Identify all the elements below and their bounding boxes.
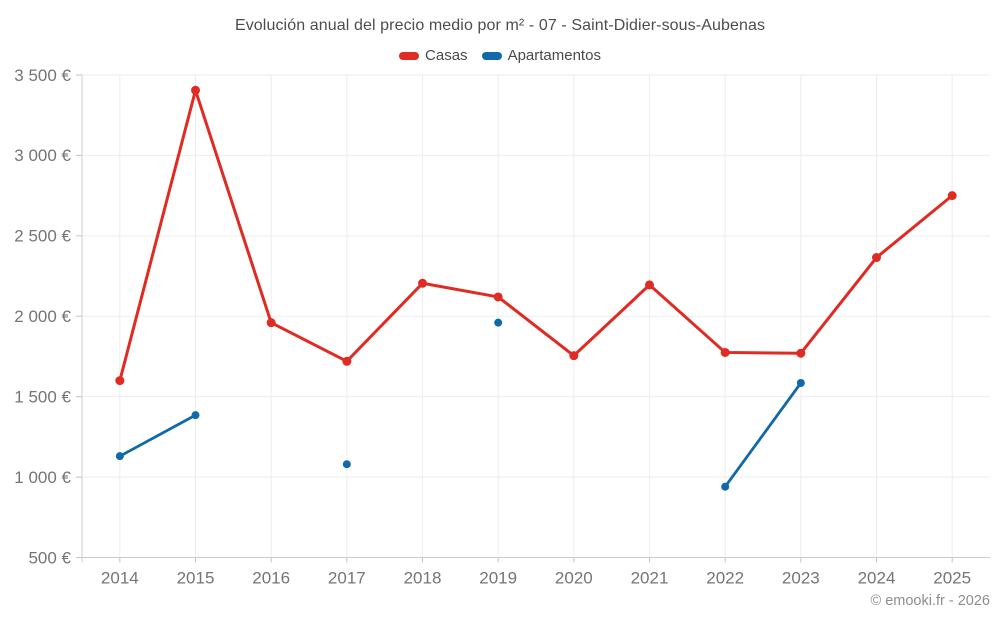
svg-text:2020: 2020 [555,569,593,588]
svg-text:2022: 2022 [706,569,744,588]
svg-text:2017: 2017 [328,569,366,588]
svg-text:2016: 2016 [252,569,290,588]
legend-label-apartamentos: Apartamentos [507,47,601,64]
svg-text:2018: 2018 [404,569,442,588]
svg-text:2015: 2015 [177,569,215,588]
svg-text:3 500 €: 3 500 € [14,66,71,85]
svg-text:3 000 €: 3 000 € [14,146,71,165]
svg-text:1 500 €: 1 500 € [14,387,71,406]
copyright-note: © emooki.fr - 2026 [870,593,990,609]
chart-title: Evolución anual del precio medio por m² … [234,17,766,34]
svg-text:2019: 2019 [479,569,517,588]
svg-text:500 €: 500 € [28,548,71,567]
svg-text:2 000 €: 2 000 € [14,307,71,326]
legend-item-casas[interactable]: Casas [399,47,468,64]
svg-text:1 000 €: 1 000 € [14,468,71,487]
svg-text:2014: 2014 [101,569,139,588]
apartamentos-color-swatch [481,51,502,60]
svg-text:2023: 2023 [782,569,820,588]
svg-text:2021: 2021 [631,569,669,588]
svg-text:2024: 2024 [858,569,896,588]
svg-text:2 500 €: 2 500 € [14,227,71,246]
casas-color-swatch [399,51,420,60]
legend-label-casas: Casas [425,47,468,64]
chart-legend: Casas Apartamentos [0,47,1000,64]
svg-text:2025: 2025 [933,569,971,588]
legend-item-apartamentos[interactable]: Apartamentos [481,47,601,64]
